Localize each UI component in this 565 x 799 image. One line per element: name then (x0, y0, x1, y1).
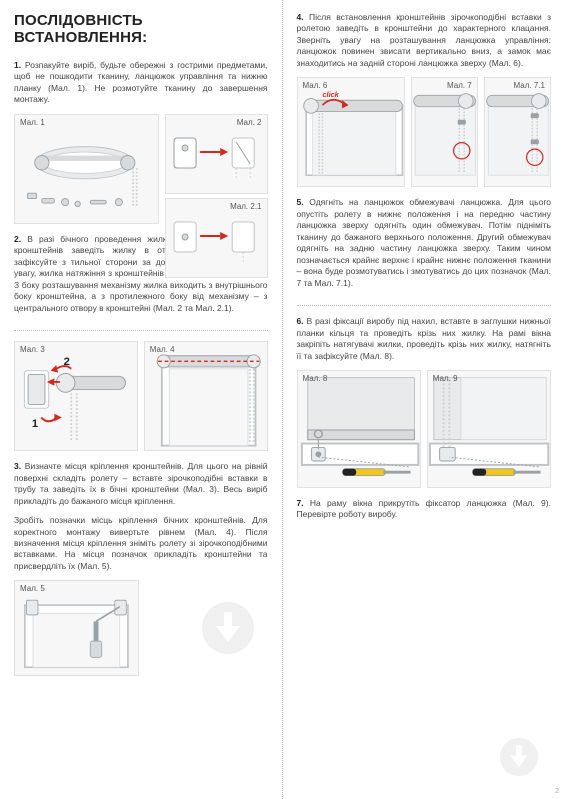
figure-6: Мал. 6 click (297, 77, 405, 187)
figure-7: Мал. 7 (411, 77, 478, 187)
step-7-text: 7. На раму вікна прикрутіть фіксатор лан… (297, 498, 552, 521)
step-6-num: 6. (297, 316, 304, 326)
fig8-svg (298, 371, 420, 487)
step-3a-body: Визначте місця кріплення кронштейнів. Дл… (14, 461, 268, 505)
figure-9: Мал. 9 (427, 370, 551, 488)
fig5-svg (15, 581, 138, 675)
step-6-text: 6. В разі фіксації виробу під нахил, вст… (297, 316, 552, 362)
fig-row-3: Мал. 5 (14, 580, 268, 676)
step-3b-text: Зробіть позначки місць кріплення бічних … (14, 515, 268, 572)
step-4-num: 4. (297, 12, 304, 22)
fig1-svg (15, 115, 158, 223)
page-number: 2 (555, 788, 559, 795)
fig2-label: Мал. 2 (237, 118, 262, 127)
step-5-body: Одягніть на ланцюжок обмежувачі ланцюжка… (297, 197, 552, 287)
fig6-svg: click (298, 78, 404, 186)
figure-4: Мал. 4 (144, 341, 268, 451)
fig7-svg (412, 78, 477, 186)
fig-row-1: Мал. 1 (14, 114, 268, 224)
step-2-num: 2. (14, 234, 21, 244)
step-7-body: На раму вікна прикрутіть фіксатор ланцюж… (297, 498, 551, 519)
fig3-svg: 2 1 (15, 342, 137, 450)
fig3-label: Мал. 3 (20, 345, 45, 354)
right-column: 4. Після встановлення кронштейнів зірочк… (283, 0, 565, 799)
page-title: ПОСЛІДОВНІСТЬ ВСТАНОВЛЕННЯ: (14, 12, 268, 46)
fig7-label: Мал. 7 (447, 81, 472, 90)
step-3-text: 3. Визначте місця кріплення кронштейнів.… (14, 461, 268, 507)
figure-8: Мал. 8 (297, 370, 421, 488)
figure-2-1: Мал. 2.1 (165, 198, 267, 278)
fig71-label: Мал. 7.1 (514, 81, 545, 90)
instruction-page: ПОСЛІДОВНІСТЬ ВСТАНОВЛЕННЯ: 1. Розпакуйт… (0, 0, 565, 799)
click-label: click (322, 90, 339, 99)
figure-5: Мал. 5 (14, 580, 139, 676)
figure-7-1: Мал. 7.1 (484, 77, 551, 187)
fig9-svg (428, 371, 550, 487)
left-column: ПОСЛІДОВНІСТЬ ВСТАНОВЛЕННЯ: 1. Розпакуйт… (0, 0, 283, 799)
fig-row-2: Мал. 3 2 1 (14, 341, 268, 451)
figure-3: Мал. 3 2 1 (14, 341, 138, 451)
fig71-svg (485, 78, 550, 186)
fig4-label: Мал. 4 (150, 345, 175, 354)
step-1-num: 1. (14, 60, 21, 70)
fig5-label: Мал. 5 (20, 584, 45, 593)
fig4-svg (145, 342, 267, 450)
fig21-label: Мал. 2.1 (230, 202, 261, 211)
step-1-text: 1. Розпакуйте виріб, будьте обережні з г… (14, 60, 268, 106)
step-4-body: Після встановлення кронштейнів зірочкопо… (297, 12, 552, 68)
fig1-label: Мал. 1 (20, 118, 45, 127)
step-4-text: 4. Після встановлення кронштейнів зірочк… (297, 12, 552, 69)
divider-right-1 (297, 305, 552, 306)
fig-row-5: Мал. 8 (297, 370, 552, 488)
fig8-label: Мал. 8 (303, 374, 328, 383)
figure-2: Мал. 2 (165, 114, 267, 194)
watermark-icon (198, 598, 258, 658)
step-5-num: 5. (297, 197, 304, 207)
watermark-icon-2 (497, 735, 541, 779)
step-6-body: В разі фіксації виробу під нахил, вставт… (297, 316, 552, 360)
step-7-num: 7. (297, 498, 304, 508)
divider-left-1 (14, 330, 268, 331)
fig9-label: Мал. 9 (433, 374, 458, 383)
fig-row-4: Мал. 6 click Мал. 7 (297, 77, 552, 187)
step-5-text: 5. Одягніть на ланцюжок обмежувачі ланцю… (297, 197, 552, 289)
callout-1: 1 (32, 418, 38, 430)
fig6-label: Мал. 6 (303, 81, 328, 90)
figure-1: Мал. 1 (14, 114, 159, 224)
step-1-body: Розпакуйте виріб, будьте обережні з гост… (14, 60, 268, 104)
step-3-num: 3. (14, 461, 21, 471)
